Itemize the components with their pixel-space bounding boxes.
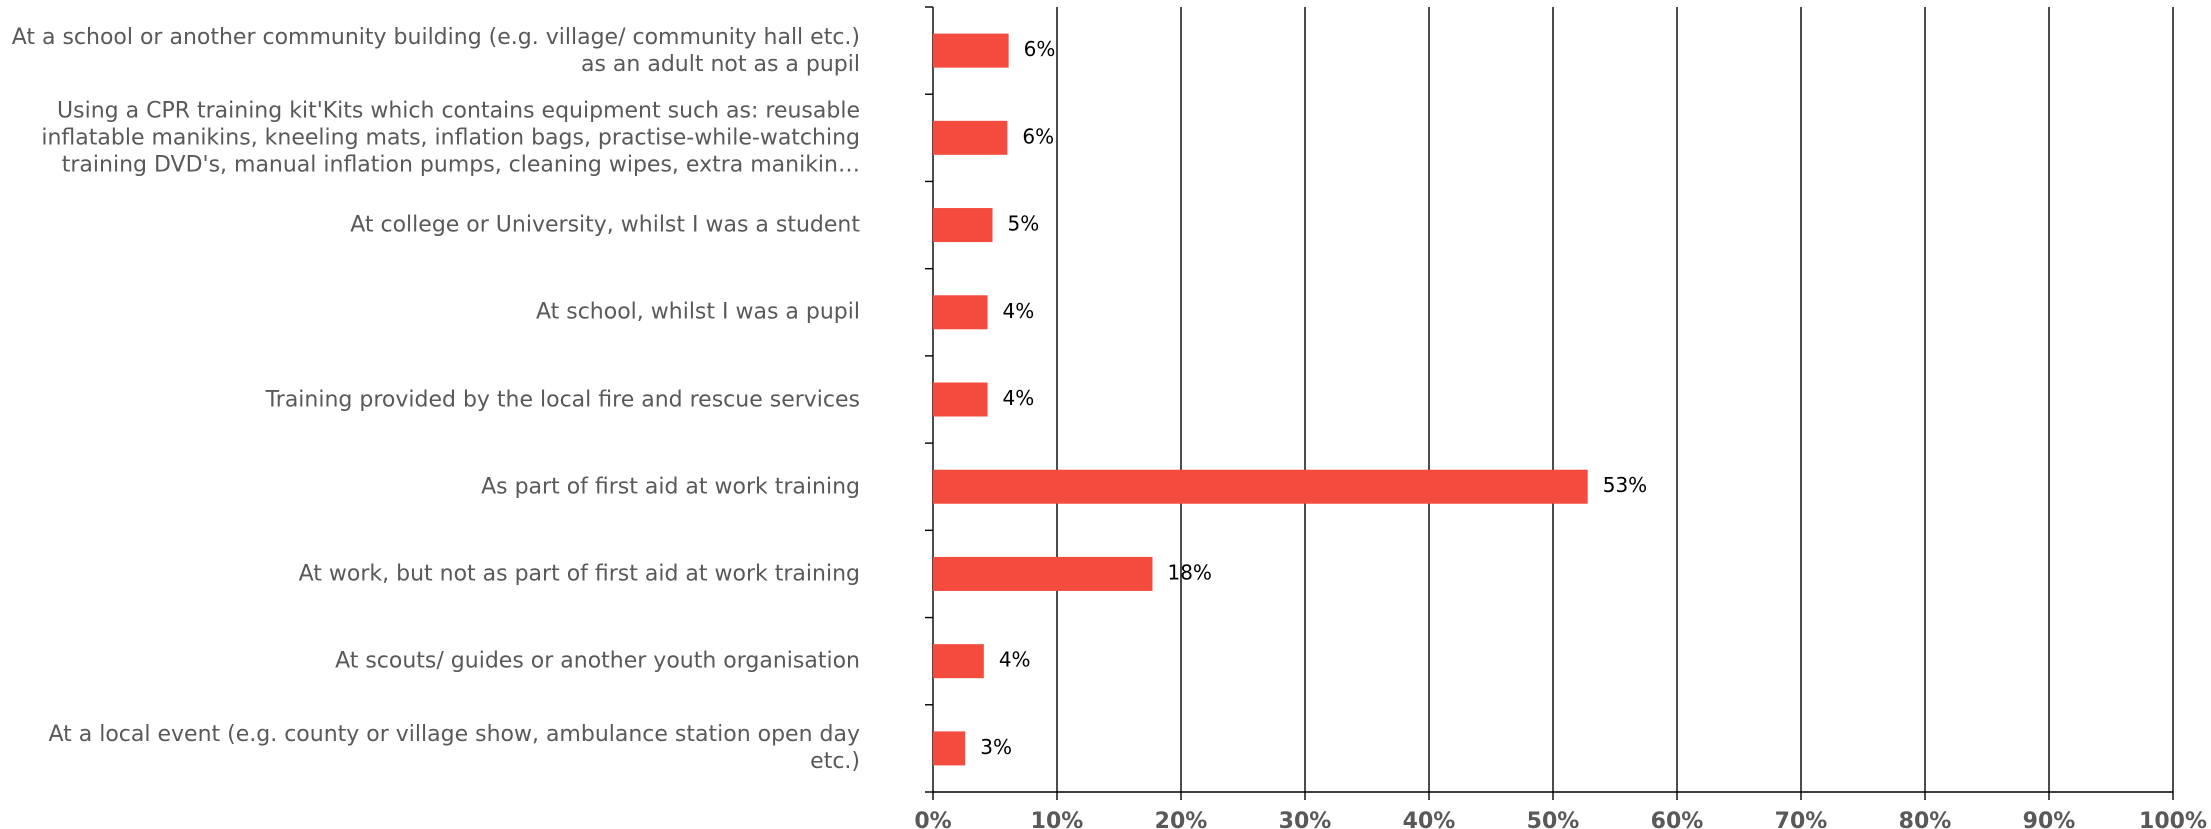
y-tick-label: Using a CPR training kit'Kits which cont… xyxy=(41,98,860,178)
bar xyxy=(933,469,1588,504)
data-label: 6% xyxy=(1024,37,1056,61)
data-label: 4% xyxy=(999,648,1031,672)
y-tick-label: At work, but not as part of first aid at… xyxy=(298,561,860,587)
bar xyxy=(933,33,1009,68)
y-tick-label: At a school or another community buildin… xyxy=(11,24,860,77)
data-label: 18% xyxy=(1167,560,1211,584)
x-tick-label: 40% xyxy=(1403,809,1456,829)
y-tick-label: At scouts/ guides or another youth organ… xyxy=(335,648,860,674)
data-label: 4% xyxy=(1003,299,1035,323)
x-tick-label: 70% xyxy=(1775,809,1828,829)
bar xyxy=(933,731,966,766)
data-label: 4% xyxy=(1003,386,1035,410)
x-tick-label: 0% xyxy=(914,809,951,829)
data-label: 5% xyxy=(1008,212,1040,236)
bar xyxy=(933,120,1008,155)
x-tick-label: 90% xyxy=(2023,809,2076,829)
bar xyxy=(933,556,1153,591)
y-tick-label: Training provided by the local fire and … xyxy=(265,387,860,412)
x-tick-label: 30% xyxy=(1279,809,1332,829)
y-tick-label: At a local event (e.g. county or village… xyxy=(48,722,860,775)
data-label: 6% xyxy=(1022,124,1054,148)
y-tick-label: At college or University, whilst I was a… xyxy=(350,212,860,238)
x-tick-label: 50% xyxy=(1527,809,1580,829)
x-tick-label: 20% xyxy=(1155,809,1208,829)
x-tick-label: 100% xyxy=(2139,809,2207,829)
bar xyxy=(933,295,988,330)
bar xyxy=(933,644,984,679)
x-tick-label: 10% xyxy=(1031,809,1084,829)
data-label: 53% xyxy=(1603,473,1647,497)
y-tick-label: At school, whilst I was a pupil xyxy=(535,299,860,325)
bar xyxy=(933,382,988,417)
x-tick-label: 60% xyxy=(1651,809,1704,829)
y-tick-label: As part of first aid at work training xyxy=(481,474,860,500)
data-label: 3% xyxy=(980,735,1012,759)
x-tick-label: 80% xyxy=(1899,809,1952,829)
bar xyxy=(933,208,993,243)
